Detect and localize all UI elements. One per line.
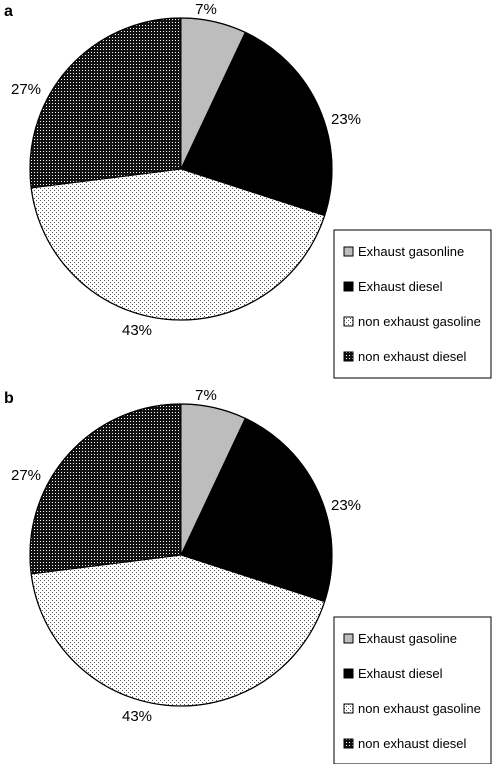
- panel-a-percent-label: 27%: [11, 81, 41, 98]
- panel-b-legend-label-non-exhaust-diesel: non exhaust diesel: [358, 736, 467, 751]
- panel-b-percent-labels: 7% 23% 43% 27%: [11, 387, 361, 725]
- panel-a-legend-label-exhaust-gasoline: Exhaust gasonline: [358, 244, 464, 259]
- panel-a-pie-outline: [29, 17, 333, 321]
- panel-b-legend-swatch-non-exhaust-diesel: [343, 738, 354, 749]
- panel-b-letter: b: [4, 390, 14, 407]
- panel-a-legend-swatch-non-exhaust-diesel: [343, 351, 354, 362]
- panel-b-legend: Exhaust gasoline Exhaust diesel non exhaus…: [333, 616, 492, 764]
- panel-a-percent-label: 23%: [331, 111, 361, 128]
- panel-a-percent-label: 7%: [195, 1, 217, 18]
- panel-a-legend-swatch-non-exhaust-gasoline: [343, 316, 354, 327]
- pie-chart-panel-b: b 7% 23% 43% 27% Exhaust gasoline Exhaust di…: [4, 387, 492, 764]
- panel-b-legend-label-exhaust-gasoline: Exhaust gasoline: [358, 631, 457, 646]
- panel-a-percent-label: 43%: [122, 322, 152, 339]
- panel-b-legend-label-non-exhaust-gasoline: non exhaust gasoline: [358, 701, 481, 716]
- panel-b-legend-label-exhaust-diesel: Exhaust diesel: [358, 666, 443, 681]
- panel-b-slices: [29, 403, 333, 707]
- panel-b-pie-outline: [29, 403, 333, 707]
- panel-a-letter: a: [4, 3, 13, 20]
- panel-a-slices: [29, 17, 333, 321]
- panel-a-legend-label-non-exhaust-gasoline: non exhaust gasoline: [358, 314, 481, 329]
- pie-chart-panel-a: a 7% 23% 43% 27% Exhaust gasonline Exhaust d…: [4, 1, 492, 379]
- panel-a-legend-label-non-exhaust-diesel: non exhaust diesel: [358, 349, 467, 364]
- panel-b-legend-swatch-exhaust-diesel: [343, 668, 354, 679]
- panel-a-legend-swatch-exhaust-diesel: [343, 281, 354, 292]
- panel-b-legend-box: [333, 616, 492, 764]
- panel-a-legend-swatch-exhaust-gasoline: [343, 246, 354, 257]
- panel-a-legend-box: [333, 229, 492, 379]
- panel-a-legend: Exhaust gasonline Exhaust diesel non exhau…: [333, 229, 492, 379]
- panel-b-legend-swatch-exhaust-gasoline: [343, 633, 354, 644]
- panel-b-percent-label: 7%: [195, 387, 217, 404]
- panel-b-percent-label: 27%: [11, 467, 41, 484]
- panel-b-percent-label: 23%: [331, 497, 361, 514]
- panel-a-slice-non-exhaust-diesel: [29, 17, 182, 189]
- panel-b-percent-label: 43%: [122, 708, 152, 725]
- panel-b-slice-non-exhaust-diesel: [29, 403, 182, 575]
- panel-a-legend-label-exhaust-diesel: Exhaust diesel: [358, 279, 443, 294]
- panel-a-percent-labels: 7% 23% 43% 27%: [11, 1, 361, 339]
- panel-b-legend-swatch-non-exhaust-gasoline: [343, 703, 354, 714]
